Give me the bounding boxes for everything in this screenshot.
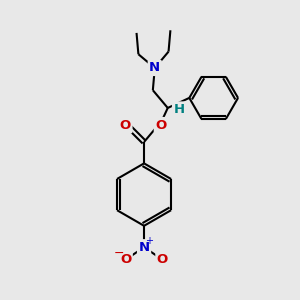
Text: N: N [139,241,150,254]
Text: −: − [114,247,124,260]
Text: O: O [120,119,131,132]
Text: H: H [173,103,184,116]
Text: O: O [120,253,131,266]
Text: O: O [155,118,167,131]
Text: +: + [145,236,153,246]
Text: O: O [157,253,168,266]
Text: N: N [149,61,160,74]
